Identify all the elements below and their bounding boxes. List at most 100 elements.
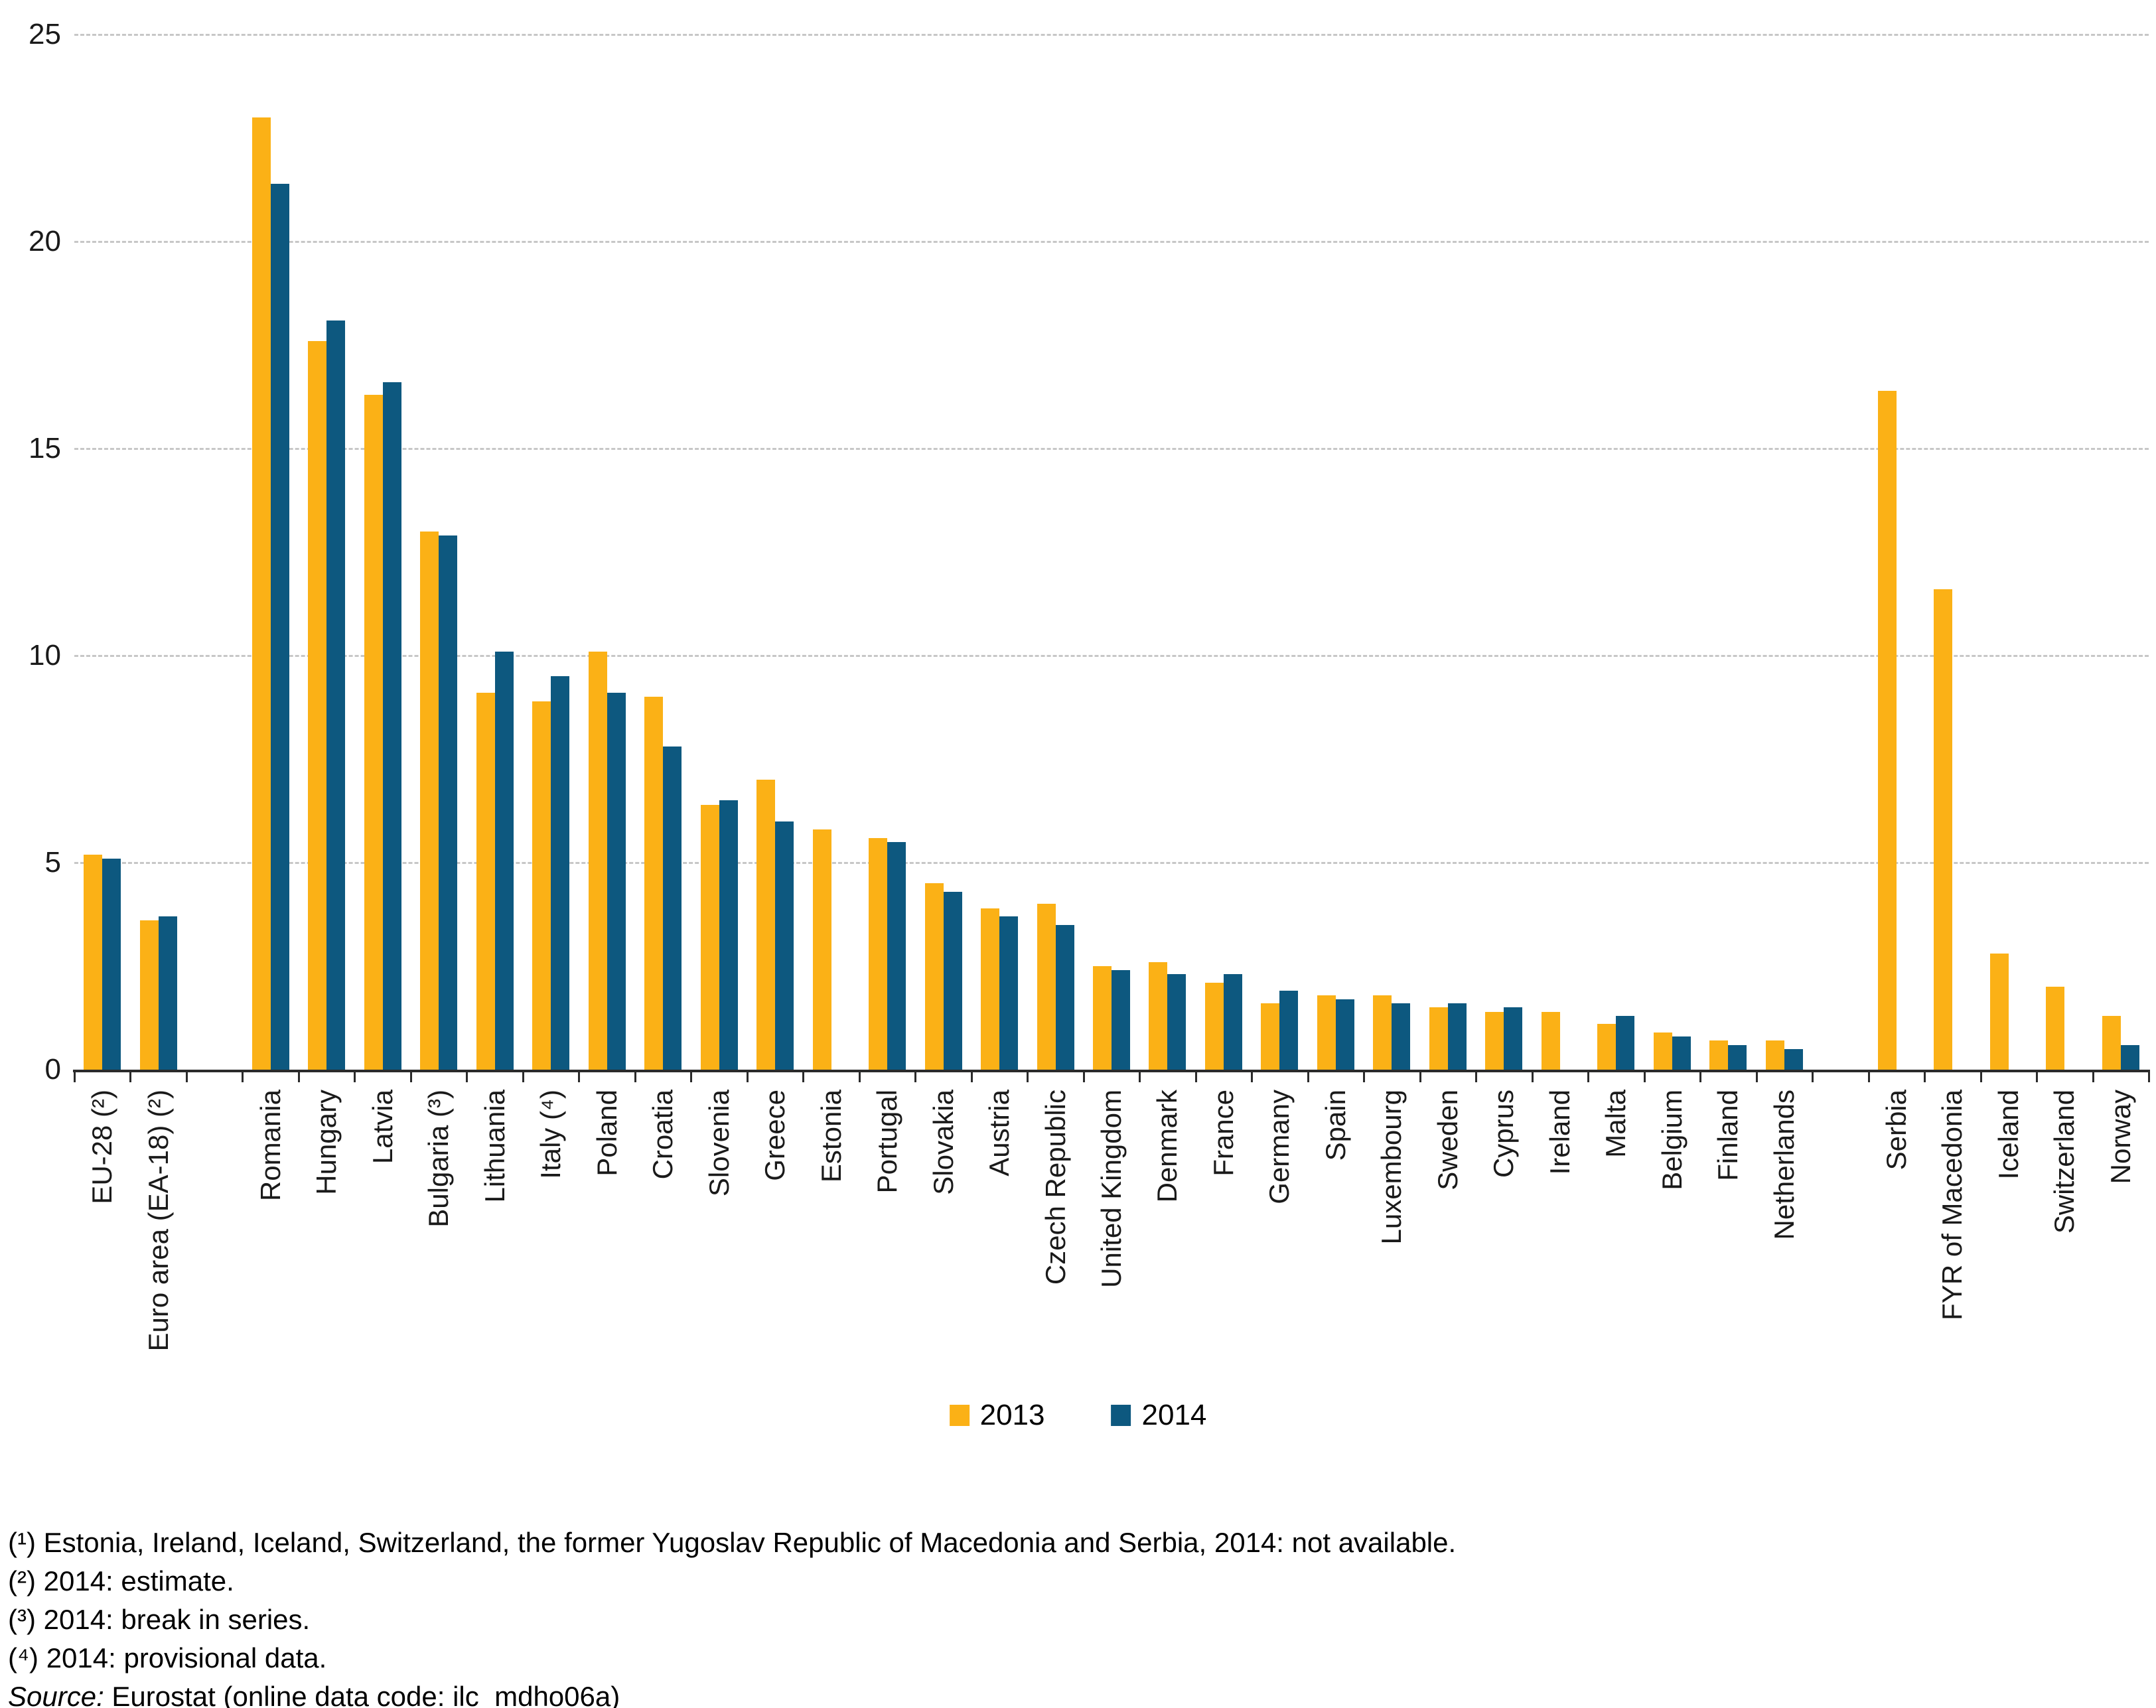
bar-2013-10 bbox=[644, 697, 663, 1070]
x-axis-tick bbox=[690, 1072, 692, 1082]
x-label-26: Ireland bbox=[1544, 1090, 1575, 1175]
x-label-9: Poland bbox=[591, 1090, 622, 1176]
bar-2014-23 bbox=[1392, 1003, 1410, 1070]
legend-label-2013: 2013 bbox=[979, 1399, 1045, 1431]
x-axis-tick bbox=[1251, 1072, 1253, 1082]
bar-2014-22 bbox=[1336, 999, 1354, 1070]
bar-2013-24 bbox=[1429, 1007, 1448, 1070]
bar-2014-21 bbox=[1279, 991, 1298, 1070]
bar-2014-14 bbox=[887, 842, 906, 1070]
x-axis-tick bbox=[1195, 1072, 1197, 1082]
x-axis-tick bbox=[1868, 1072, 1870, 1082]
x-axis-tick bbox=[186, 1072, 188, 1082]
gridline-10 bbox=[74, 655, 2149, 657]
bar-2013-11 bbox=[701, 805, 719, 1070]
x-label-10: Croatia bbox=[647, 1090, 678, 1180]
x-label-34: Switzerland bbox=[2048, 1090, 2080, 1234]
x-label-24: Sweden bbox=[1432, 1090, 1463, 1190]
x-label-29: Finland bbox=[1712, 1090, 1743, 1181]
x-axis-tick bbox=[129, 1072, 131, 1082]
x-label-19: Denmark bbox=[1151, 1090, 1183, 1203]
bar-2013-31 bbox=[1878, 391, 1897, 1070]
bar-2014-4 bbox=[326, 320, 345, 1070]
x-axis-tick bbox=[1812, 1072, 1814, 1082]
x-label-5: Latvia bbox=[367, 1090, 398, 1165]
x-label-17: Czech Republic bbox=[1040, 1090, 1071, 1285]
bar-2013-25 bbox=[1485, 1012, 1504, 1070]
bar-2013-13 bbox=[813, 829, 831, 1070]
bar-2013-8 bbox=[532, 701, 551, 1070]
bar-2014-6 bbox=[439, 535, 457, 1070]
x-axis-tick bbox=[354, 1072, 356, 1082]
x-label-21: Germany bbox=[1263, 1090, 1295, 1204]
bar-2014-7 bbox=[495, 652, 514, 1070]
x-label-35: Norway bbox=[2105, 1090, 2136, 1184]
x-axis-tick bbox=[1699, 1072, 1701, 1082]
x-axis-tick bbox=[1756, 1072, 1758, 1082]
footnote-1: (¹) Estonia, Ireland, Iceland, Switzerla… bbox=[8, 1527, 1457, 1558]
bar-2013-17 bbox=[1037, 904, 1056, 1070]
bar-2014-20 bbox=[1224, 974, 1242, 1070]
x-axis-tick bbox=[298, 1072, 300, 1082]
y-tick-label-10: 10 bbox=[29, 639, 61, 672]
bar-2013-30 bbox=[1766, 1040, 1784, 1070]
x-axis-tick bbox=[522, 1072, 524, 1082]
x-axis-tick bbox=[2148, 1072, 2150, 1082]
bar-2014-15 bbox=[944, 892, 962, 1070]
bar-2013-27 bbox=[1597, 1024, 1616, 1070]
bar-2013-22 bbox=[1317, 995, 1336, 1070]
x-axis-tick bbox=[1307, 1072, 1309, 1082]
bar-2013-19 bbox=[1149, 962, 1167, 1070]
bar-2013-7 bbox=[476, 693, 495, 1070]
legend-swatch-2013-icon bbox=[949, 1405, 970, 1426]
x-axis-line bbox=[73, 1070, 2150, 1072]
legend-swatch-2014-icon bbox=[1111, 1405, 1131, 1426]
bar-2014-9 bbox=[607, 693, 626, 1070]
bar-2013-32 bbox=[1934, 589, 1952, 1070]
bar-2013-34 bbox=[2046, 987, 2064, 1070]
x-axis-tick bbox=[242, 1072, 244, 1082]
x-axis-tick bbox=[914, 1072, 916, 1082]
gridline-20 bbox=[74, 241, 2149, 243]
x-label-4: Hungary bbox=[311, 1090, 342, 1195]
x-label-2: Euro area (EA-18) (²) bbox=[143, 1090, 174, 1352]
bar-2013-4 bbox=[308, 341, 326, 1070]
x-label-25: Cyprus bbox=[1488, 1090, 1519, 1178]
source-label: Source: bbox=[8, 1681, 104, 1708]
footnote-3: (³) 2014: break in series. bbox=[8, 1604, 311, 1635]
bar-2013-35 bbox=[2102, 1016, 2121, 1070]
x-axis-tick bbox=[74, 1072, 76, 1082]
footnote-2: (²) 2014: estimate. bbox=[8, 1565, 234, 1597]
bar-2013-15 bbox=[925, 883, 944, 1070]
footnotes: (¹) Estonia, Ireland, Iceland, Switzerla… bbox=[8, 1524, 1456, 1708]
bar-2013-5 bbox=[364, 395, 383, 1070]
bar-2013-16 bbox=[981, 908, 999, 1070]
x-label-3: Romania bbox=[255, 1090, 286, 1202]
bar-2013-33 bbox=[1990, 954, 2009, 1070]
bar-2013-29 bbox=[1709, 1040, 1728, 1070]
bar-2013-20 bbox=[1205, 983, 1224, 1070]
legend: 2013 2014 bbox=[949, 1399, 1206, 1432]
x-axis-tick bbox=[747, 1072, 749, 1082]
bar-2014-19 bbox=[1167, 974, 1186, 1070]
x-label-1: EU-28 (²) bbox=[86, 1090, 117, 1204]
bar-2013-1 bbox=[84, 855, 102, 1070]
x-axis-tick bbox=[1587, 1072, 1589, 1082]
x-axis-tick bbox=[1363, 1072, 1365, 1082]
x-label-13: Estonia bbox=[816, 1090, 847, 1183]
x-label-31: Serbia bbox=[1881, 1090, 1912, 1171]
x-label-16: Austria bbox=[983, 1090, 1015, 1176]
x-axis-tick bbox=[410, 1072, 412, 1082]
bar-2014-29 bbox=[1728, 1045, 1747, 1070]
bar-2013-3 bbox=[252, 117, 271, 1070]
gridline-25 bbox=[74, 34, 2149, 36]
y-tick-label-15: 15 bbox=[29, 432, 61, 464]
x-axis-tick bbox=[1027, 1072, 1029, 1082]
y-tick-label-5: 5 bbox=[44, 846, 61, 879]
legend-item-2014: 2014 bbox=[1111, 1399, 1206, 1432]
bar-2014-17 bbox=[1056, 925, 1074, 1070]
gridline-15 bbox=[74, 448, 2149, 450]
x-label-11: Slovenia bbox=[703, 1090, 735, 1197]
